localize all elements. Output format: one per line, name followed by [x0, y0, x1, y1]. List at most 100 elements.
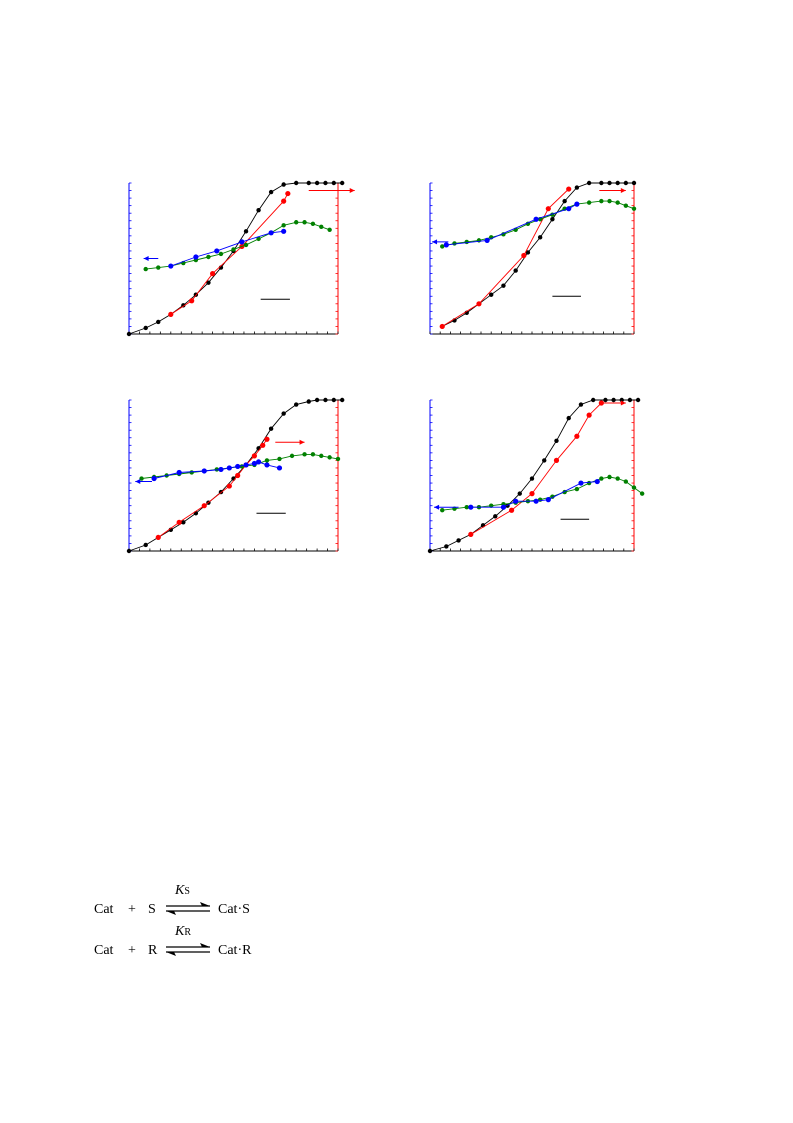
series-2-point: [566, 186, 572, 192]
series-4-point: [264, 462, 270, 468]
right-axis-arrow: [601, 400, 626, 406]
series-3-point: [277, 456, 282, 462]
series-4-line: [446, 203, 578, 246]
series-3-point: [231, 247, 236, 252]
series-1-point: [603, 397, 608, 403]
series-4-point: [251, 460, 257, 467]
chart-panel-3: [126, 397, 345, 554]
series-2-point: [281, 198, 287, 204]
series-1-point: [537, 235, 543, 240]
series-4-point: [484, 237, 490, 243]
series-1-point: [513, 268, 518, 273]
series-2-point: [553, 457, 560, 463]
series-3-point: [310, 221, 316, 226]
series-4-point: [168, 263, 174, 269]
chart-panel-1: [126, 180, 355, 337]
series-1-point: [256, 207, 261, 213]
series-1-point: [314, 180, 320, 186]
series-1-point: [611, 397, 616, 403]
series-1-point: [631, 180, 637, 186]
series-2-point: [529, 491, 535, 497]
series-4-point: [545, 497, 551, 503]
series-3-point: [239, 464, 245, 469]
series-3-point: [264, 458, 270, 463]
series-1-point: [294, 180, 299, 186]
series-4-point: [533, 216, 539, 222]
series-1-point: [181, 303, 186, 308]
series-1-point: [550, 217, 555, 222]
series-3-point: [319, 224, 324, 229]
series-1-point: [578, 402, 584, 407]
series-3-point: [156, 265, 161, 270]
series-3-point: [319, 453, 324, 459]
series-1-point: [331, 397, 337, 403]
series-4-point: [214, 248, 220, 254]
series-4-point: [533, 498, 539, 504]
series-4-point: [276, 465, 283, 471]
series-4-point: [239, 239, 245, 245]
left-axis-arrow: [135, 479, 152, 485]
series-3-point: [218, 251, 224, 257]
series-1: [440, 180, 637, 329]
right-axis-ticks: [631, 399, 634, 552]
series-3: [143, 220, 332, 272]
series-4-point: [193, 254, 199, 260]
series-1-point: [314, 397, 320, 403]
series-1-point: [635, 397, 641, 403]
series-1-point: [306, 399, 311, 404]
series-3-point: [327, 227, 332, 233]
series-1-point: [586, 180, 592, 186]
series-2-point: [521, 252, 527, 259]
series-4-point: [281, 228, 287, 234]
series-2-point: [176, 519, 182, 525]
series-3-point: [440, 244, 445, 249]
series-3-point: [289, 453, 295, 459]
series-1-point: [268, 189, 274, 195]
series-3-point: [256, 236, 261, 242]
series-1-line: [429, 399, 639, 552]
series-4-point: [218, 466, 224, 473]
series-1-point: [339, 180, 345, 186]
series-3-point: [335, 456, 341, 462]
series-2-point: [476, 301, 482, 307]
left-axis-arrow: [432, 239, 449, 245]
series-1-point: [126, 331, 132, 337]
series-1-point: [306, 180, 311, 186]
left-axis-ticks: [129, 182, 132, 335]
series-3-point: [574, 486, 580, 492]
series-3-point: [440, 508, 445, 513]
series-4-point: [468, 504, 474, 510]
series-4-point: [151, 475, 157, 482]
series-2-point: [201, 503, 207, 509]
series-1-point: [294, 402, 299, 407]
series-1-point: [456, 538, 461, 543]
left-axis-arrow: [434, 504, 459, 510]
series-1-point: [156, 319, 161, 325]
series-4-point: [235, 463, 241, 470]
series-1-line: [442, 182, 634, 327]
x-axis-ticks: [128, 548, 339, 551]
series-3-point: [631, 485, 637, 490]
series-3-point: [302, 220, 307, 225]
series-2-point: [251, 453, 257, 459]
series-3-point: [607, 198, 612, 204]
series-4-point: [578, 480, 584, 486]
right-axis-ticks: [335, 399, 338, 552]
series-3-point: [464, 239, 469, 245]
series-1-point: [599, 180, 604, 186]
series-3-point: [143, 266, 148, 272]
series-1-point: [529, 476, 535, 481]
series-1-point: [268, 426, 274, 431]
series-4: [168, 228, 287, 269]
series-1-point: [427, 548, 433, 554]
series-3-point: [599, 198, 604, 204]
left-axis-ticks: [430, 182, 433, 335]
series-1-point: [619, 397, 624, 403]
series-1-point: [143, 542, 148, 548]
series-3-point: [281, 223, 286, 228]
right-axis-ticks: [335, 182, 338, 335]
series-1-point: [542, 458, 547, 463]
series-1-point: [489, 292, 494, 297]
series-3-point: [615, 200, 620, 205]
